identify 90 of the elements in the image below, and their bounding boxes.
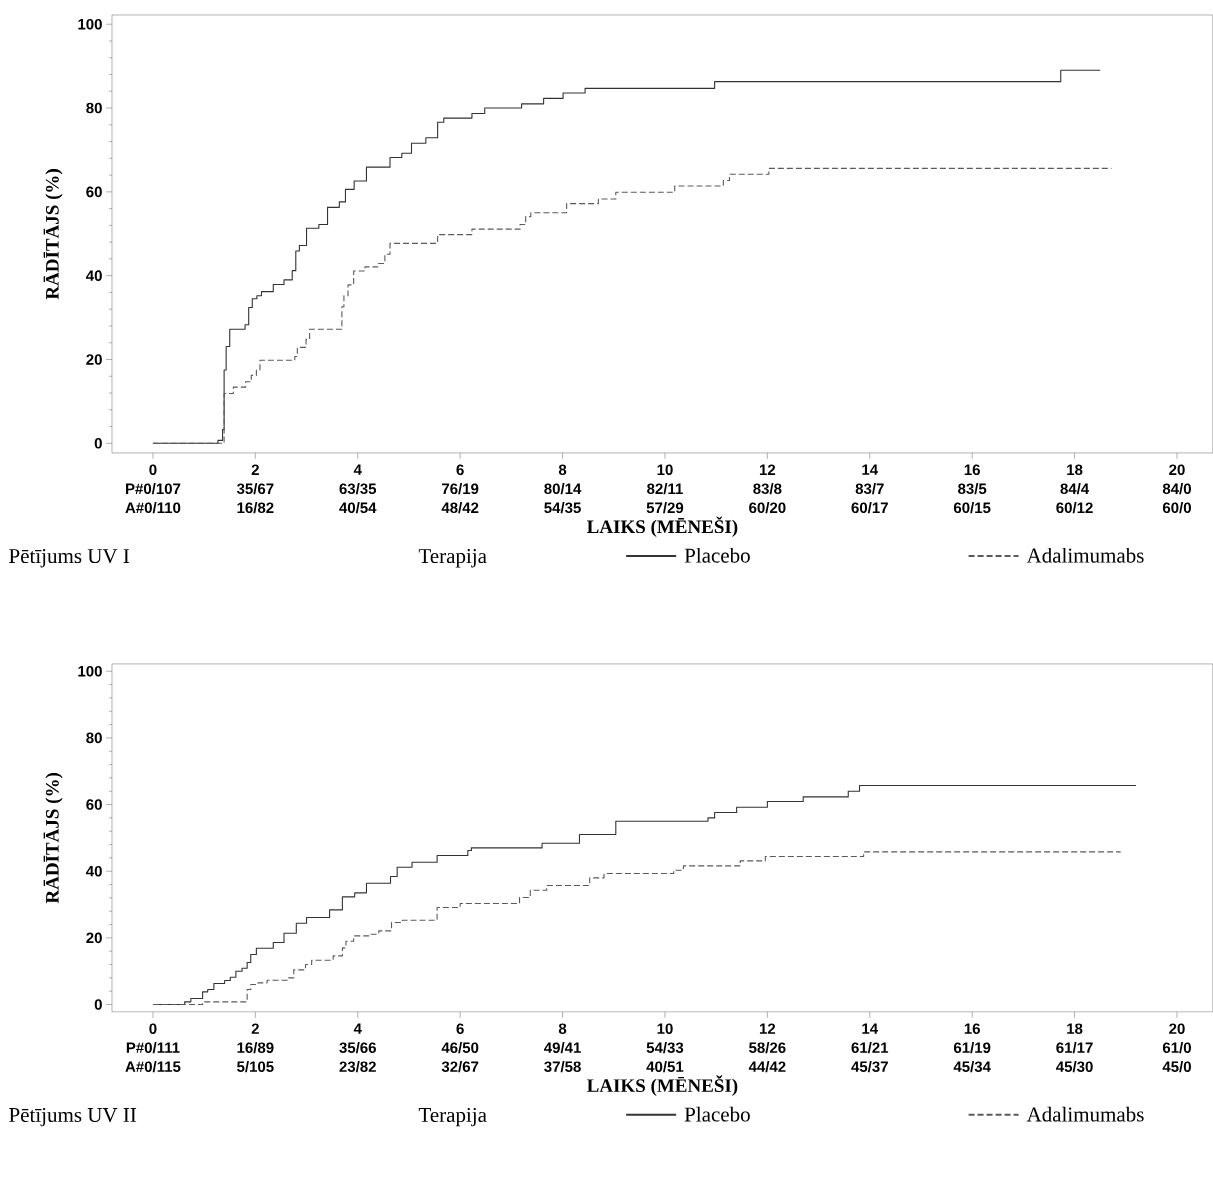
y-tick-label: 100 — [78, 19, 102, 30]
text: 16/89 — [237, 1042, 274, 1054]
y-tick-label: 20 — [86, 354, 102, 365]
x-axis-title: LAIKS (MĒNEŠI) — [586, 1075, 738, 1096]
text: 54/33 — [646, 1042, 684, 1054]
text: 83/5 — [958, 483, 987, 495]
y-tick-label: 0 — [94, 999, 102, 1010]
text: 61/21 — [851, 1042, 889, 1054]
y-tick-label: 60 — [86, 799, 102, 810]
y-tick-label: 60 — [86, 186, 102, 198]
text: 84/0 — [1162, 483, 1191, 495]
text: 49/41 — [544, 1042, 581, 1054]
text: 46/50 — [441, 1042, 479, 1054]
text: 54/35 — [544, 502, 581, 514]
x-tick-label: 8 — [558, 464, 567, 476]
text: 60/17 — [851, 502, 888, 514]
text: 45/37 — [851, 1061, 888, 1073]
text: 84/4 — [1060, 483, 1090, 495]
x-tick-label: 20 — [1169, 1023, 1185, 1035]
x-tick-label: 2 — [251, 464, 259, 476]
y-tick-label: 80 — [86, 102, 102, 114]
y-tick-label: 80 — [86, 732, 102, 744]
text: 45/34 — [953, 1061, 991, 1073]
x-tick-label: 14 — [862, 1023, 879, 1034]
legend-title: Terapija — [418, 1108, 487, 1127]
text: 40/54 — [339, 502, 377, 514]
text: 23/82 — [339, 1061, 376, 1073]
y-axis-title: RĀDĪTĀJS (%) — [43, 773, 63, 904]
text: 60/12 — [1056, 502, 1093, 514]
x-tick-label: 10 — [657, 464, 673, 476]
legend-label: Adalimumabs — [1026, 547, 1144, 563]
text: 48/42 — [441, 502, 479, 514]
y-tick-label: 40 — [86, 866, 102, 877]
x-tick-label: 12 — [759, 464, 776, 476]
text: 32/67 — [441, 1061, 479, 1073]
x-tick-label: 12 — [759, 1023, 776, 1034]
y-tick-label: 100 — [78, 666, 102, 677]
text: 58/26 — [749, 1042, 786, 1054]
x-tick-label: 18 — [1067, 1023, 1083, 1035]
x-tick-label: 16 — [964, 1023, 980, 1035]
legend-label: Placebo — [684, 1106, 750, 1122]
text: 44/42 — [748, 1061, 786, 1073]
x-tick-label: 2 — [251, 1023, 259, 1034]
x-tick-label: 18 — [1067, 464, 1083, 476]
x-tick-label: 6 — [456, 464, 464, 476]
legend-label: Placebo — [684, 547, 750, 563]
text: 57/29 — [646, 502, 684, 514]
y-tick-label: 20 — [86, 932, 102, 944]
text: 61/19 — [953, 1042, 991, 1054]
text: 63/35 — [339, 483, 377, 495]
text: 60/0 — [1162, 502, 1191, 514]
text: Pētījums UV I — [9, 549, 130, 568]
x-tick-label: 14 — [862, 464, 879, 475]
text: 83/8 — [753, 483, 782, 495]
text: 61/0 — [1162, 1042, 1191, 1054]
text: 35/67 — [236, 483, 274, 495]
text: 16/82 — [237, 502, 274, 514]
x-tick-label: 16 — [964, 464, 980, 476]
y-tick-label: 0 — [94, 438, 102, 449]
x-tick-label: 0 — [149, 464, 157, 476]
text: A#0/115 — [125, 1061, 181, 1073]
text: P#0/107 — [126, 483, 181, 495]
x-tick-label: 10 — [657, 1023, 673, 1035]
text: 83/7 — [855, 483, 884, 495]
text: P#0/111 — [126, 1042, 180, 1054]
text: 40/51 — [646, 1061, 684, 1073]
text: 61/17 — [1056, 1042, 1093, 1054]
x-tick-label: 4 — [353, 1023, 362, 1034]
y-axis-title: RĀDĪTĀJS (%) — [43, 169, 63, 300]
text: A#0/110 — [125, 502, 181, 514]
text: 60/20 — [749, 502, 786, 514]
text: 76/19 — [442, 483, 479, 495]
text: 80/14 — [544, 483, 582, 495]
text: 45/30 — [1056, 1061, 1093, 1073]
text: 60/15 — [953, 502, 991, 514]
text: 5/105 — [237, 1061, 274, 1073]
y-tick-label: 40 — [86, 270, 102, 282]
x-tick-label: 4 — [353, 464, 362, 475]
text: 37/58 — [544, 1061, 581, 1073]
text: Pētījums UV II — [9, 1108, 137, 1127]
x-tick-label: 6 — [456, 1023, 464, 1035]
text: 45/0 — [1162, 1061, 1191, 1073]
x-tick-label: 20 — [1169, 464, 1185, 476]
x-axis-title: LAIKS (MĒNEŠI) — [586, 516, 738, 538]
legend-label: Adalimumabs — [1026, 1106, 1144, 1122]
x-tick-label: 0 — [149, 1023, 157, 1035]
legend-title: Terapija — [418, 549, 487, 568]
x-tick-label: 8 — [558, 1023, 567, 1035]
text: 35/66 — [339, 1042, 376, 1054]
text: 82/11 — [647, 483, 683, 495]
